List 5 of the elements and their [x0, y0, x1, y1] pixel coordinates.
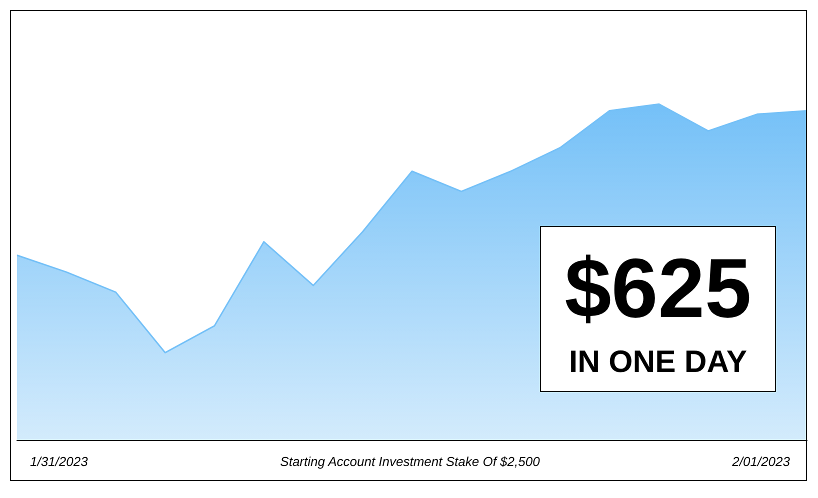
text: 2/01/2023	[732, 454, 790, 469]
text: Starting Account Investment Stake Of $2,500	[279, 454, 541, 469]
annotation: IN ONE DAY	[568, 344, 748, 380]
annotation: $625	[564, 241, 752, 335]
text: 1/31/2023	[30, 454, 88, 469]
